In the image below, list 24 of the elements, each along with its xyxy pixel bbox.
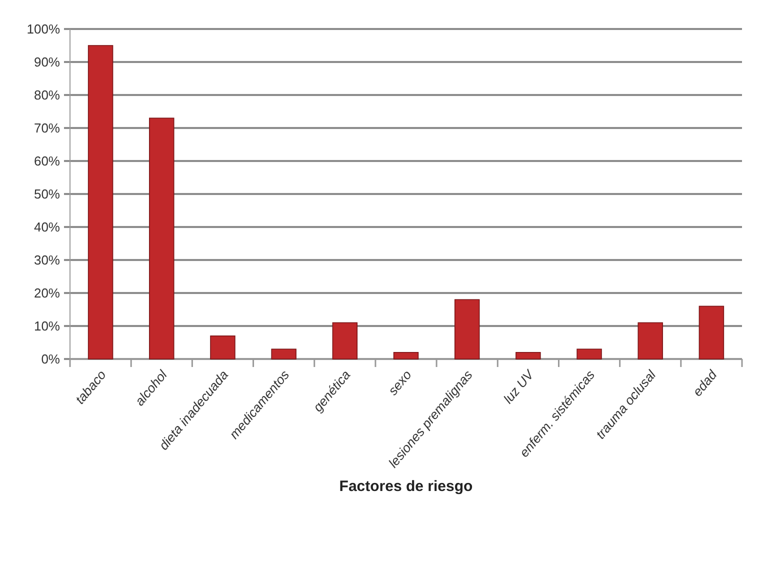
bar — [88, 45, 114, 360]
x-axis-title: Factores de riesgo — [339, 478, 473, 495]
bar — [149, 118, 174, 360]
bar — [698, 306, 724, 360]
y-tick-label: 80% — [34, 88, 60, 103]
y-tick-label: 0% — [41, 352, 60, 367]
bar — [210, 336, 236, 360]
y-tick-label: 40% — [34, 220, 60, 235]
bar — [393, 352, 419, 360]
bar — [638, 322, 663, 360]
bar — [332, 322, 358, 360]
y-tick-label: 100% — [26, 22, 60, 37]
y-tick-label: 30% — [34, 252, 60, 268]
x-tick-label: luz UV — [500, 366, 538, 406]
y-tick-label: 70% — [34, 120, 60, 136]
y-tick-label: 20% — [34, 286, 60, 301]
bar — [454, 299, 480, 360]
y-tick-label: 90% — [34, 54, 60, 70]
bar — [516, 352, 541, 360]
y-tick-label: 10% — [34, 318, 60, 334]
bar — [576, 348, 602, 360]
y-tick-label: 50% — [34, 186, 60, 202]
bar — [271, 348, 296, 360]
y-tick-label: 60% — [34, 154, 60, 169]
